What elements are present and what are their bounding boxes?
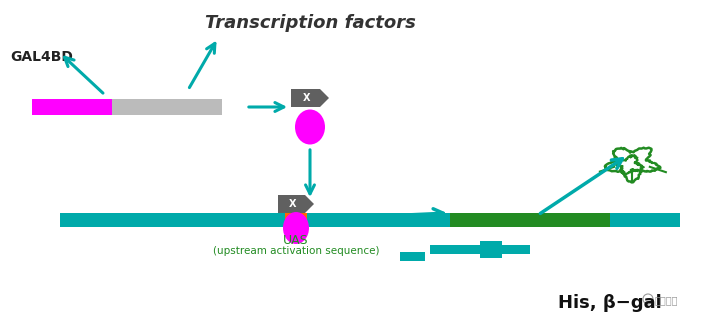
Text: His, β−gal: His, β−gal [558, 294, 662, 312]
Bar [430, 245, 530, 254]
Text: (upstream activation sequence): (upstream activation sequence) [212, 246, 379, 256]
Bar [32, 99, 112, 115]
Text: UAS: UAS [283, 234, 309, 247]
Text: GAL4BD: GAL4BD [10, 50, 73, 64]
Text: X: X [303, 93, 311, 103]
Bar [400, 252, 425, 261]
Bar [60, 213, 680, 227]
Ellipse shape [283, 212, 309, 244]
Polygon shape [278, 195, 314, 213]
Text: Transcription factors: Transcription factors [204, 14, 415, 32]
Bar [480, 241, 502, 258]
Bar [450, 213, 610, 227]
Polygon shape [291, 89, 329, 107]
Ellipse shape [295, 110, 325, 145]
Bar [112, 99, 222, 115]
Bar [285, 213, 307, 227]
Text: X: X [289, 199, 297, 209]
Text: 植物科研: 植物科研 [655, 295, 678, 305]
